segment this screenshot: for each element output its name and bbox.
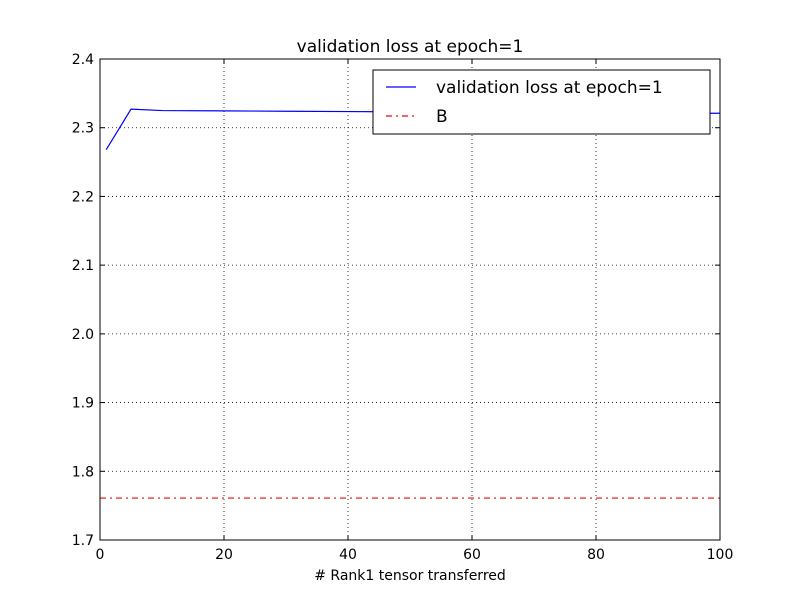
y-tick-label: 1.7	[72, 533, 94, 549]
ticks	[99, 58, 721, 541]
x-tick-label: 0	[96, 547, 105, 563]
y-tick-label: 2.2	[72, 189, 94, 205]
y-tick-label: 2.4	[72, 52, 94, 68]
y-tick-label: 1.9	[72, 396, 94, 412]
plot-frame	[99, 58, 721, 541]
x-axis-label: # Rank1 tensor transferred	[314, 568, 506, 584]
legend-label-validation-loss: validation loss at epoch=1	[436, 78, 663, 98]
legend-box	[372, 69, 711, 135]
plot-background	[100, 59, 720, 540]
x-tick-label: 40	[339, 547, 357, 563]
y-tick-label: 2.1	[72, 258, 94, 274]
y-tick-label: 1.8	[72, 464, 94, 480]
x-tick-label: 60	[463, 547, 481, 563]
x-tick-label: 20	[215, 547, 233, 563]
tick-labels: 0 20 40 60 80 100 1.7 1.8 1.9 2.0 2.1 2.2 2.3 2.4	[72, 52, 734, 563]
legend-label-b: B	[436, 107, 448, 127]
x-tick-label: 100	[707, 547, 734, 563]
x-tick-label: 80	[587, 547, 605, 563]
y-tick-label: 2.3	[72, 121, 94, 137]
legend: validation loss at epoch=1 B	[372, 69, 711, 135]
chart-title: validation loss at epoch=1	[297, 37, 524, 57]
y-tick-label: 2.0	[72, 327, 94, 343]
